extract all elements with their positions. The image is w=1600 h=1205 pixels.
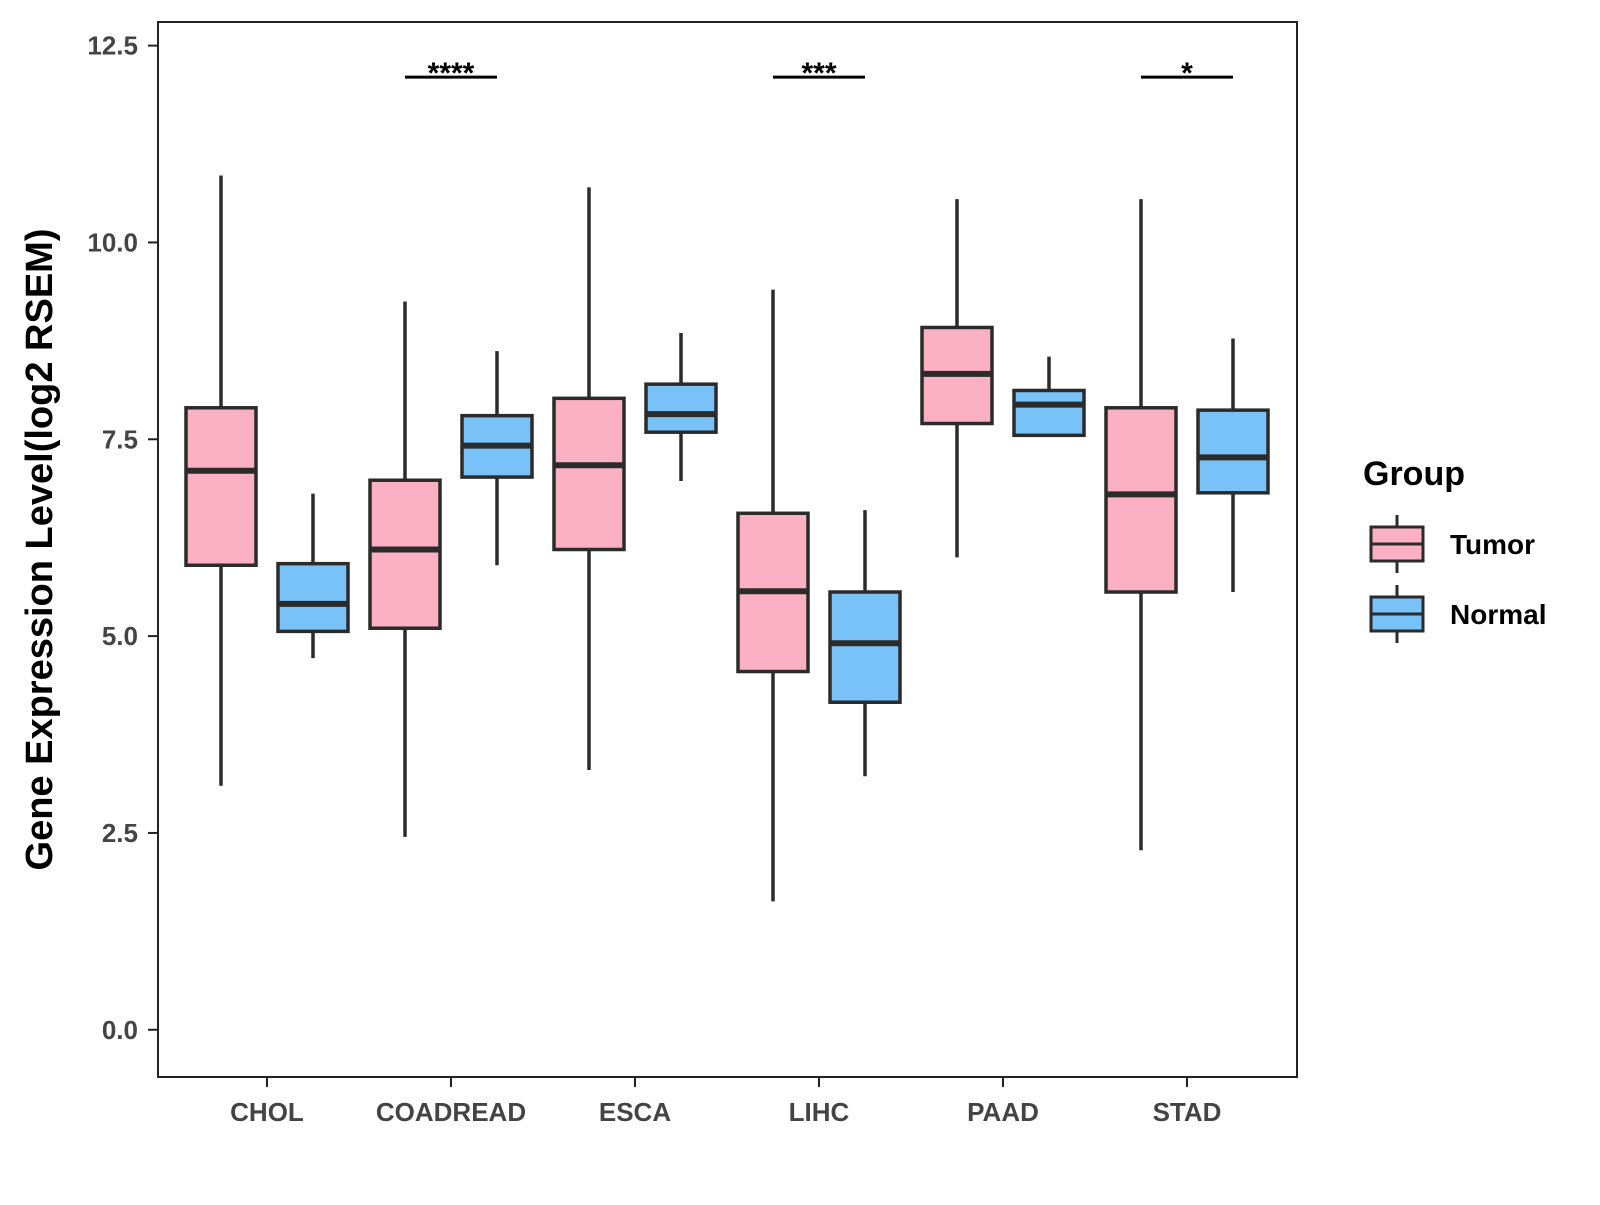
box-tumor-esca [552, 187, 626, 770]
y-tick-label: 10.0 [87, 227, 138, 257]
legend-label-tumor: Tumor [1450, 529, 1535, 560]
significance-label: **** [428, 57, 475, 90]
y-tick-label: 5.0 [102, 621, 138, 651]
legend-title: Group [1363, 455, 1465, 493]
box-body [552, 396, 626, 552]
x-tick-label: COADREAD [376, 1097, 526, 1127]
x-tick-label: ESCA [599, 1097, 671, 1127]
box-tumor-coadread [368, 301, 442, 837]
y-tick-label: 12.5 [87, 31, 138, 61]
box-body [1012, 388, 1086, 438]
box-body [1196, 408, 1270, 495]
box-normal-chol [276, 493, 350, 659]
legend: Group Tumor Normal [1363, 455, 1546, 643]
legend-label-normal: Normal [1450, 599, 1546, 630]
boxes-layer [184, 175, 1270, 902]
box-tumor-lihc [736, 289, 810, 902]
box-normal-lihc [828, 510, 902, 777]
box-normal-stad [1196, 338, 1270, 593]
box-body [184, 406, 258, 567]
box-normal-paad [1012, 356, 1086, 438]
box-tumor-paad [920, 199, 994, 558]
box-body [1104, 406, 1178, 594]
x-tick-label: LIHC [789, 1097, 850, 1127]
y-tick-label: 2.5 [102, 818, 138, 848]
box-body [276, 561, 350, 634]
significance-label: *** [801, 57, 836, 90]
x-tick-label: STAD [1153, 1097, 1222, 1127]
box-body [828, 590, 902, 704]
significance-layer: **** *** * [405, 57, 1233, 90]
y-tick-label: 7.5 [102, 424, 138, 454]
significance-label: * [1181, 57, 1193, 90]
y-tick-label: 0.0 [102, 1015, 138, 1045]
box-normal-coadread [460, 351, 534, 566]
box-tumor-chol [184, 175, 258, 786]
box-tumor-stad [1104, 199, 1178, 851]
box-body [368, 478, 442, 630]
box-body [644, 382, 718, 434]
legend-key-normal [1369, 585, 1425, 643]
x-tick-label: PAAD [967, 1097, 1039, 1127]
legend-key-tumor [1369, 515, 1425, 573]
y-axis-title: Gene Expression Level(log2 RSEM) [19, 229, 61, 871]
box-normal-esca [644, 332, 718, 482]
x-tick-label: CHOL [230, 1097, 304, 1127]
